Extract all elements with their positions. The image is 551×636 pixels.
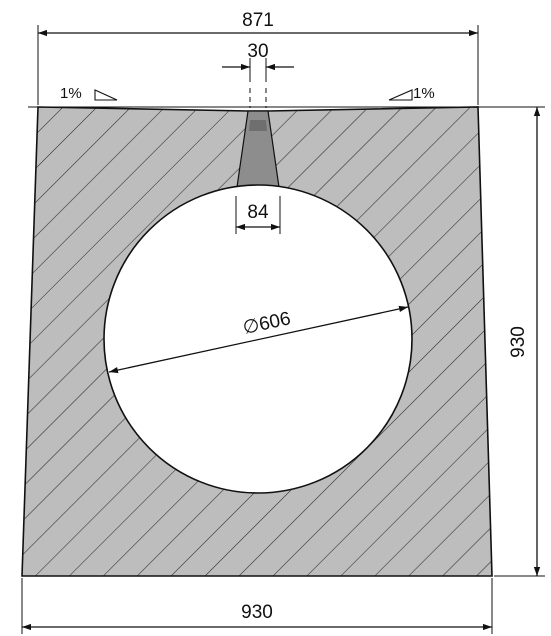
right-slope-label: 1% <box>413 85 435 102</box>
height-dimension: 930 <box>480 106 545 577</box>
left-slope-label: 1% <box>60 85 82 102</box>
slot-bottom-label: 84 <box>247 202 269 223</box>
right-slope-marker: 1% <box>388 85 435 102</box>
bottom-width-label: 930 <box>241 602 273 623</box>
height-label: 930 <box>508 326 529 358</box>
top-width-dimension: 871 <box>37 10 479 105</box>
slot-bottom-dimension: 84 <box>235 196 281 234</box>
top-width-label: 871 <box>242 10 274 31</box>
bottom-width-dimension: 930 <box>21 578 493 634</box>
left-slope-marker: 1% <box>60 85 118 102</box>
slot-width-label: 30 <box>247 41 268 62</box>
slot-width-dimension: 30 <box>222 41 294 108</box>
